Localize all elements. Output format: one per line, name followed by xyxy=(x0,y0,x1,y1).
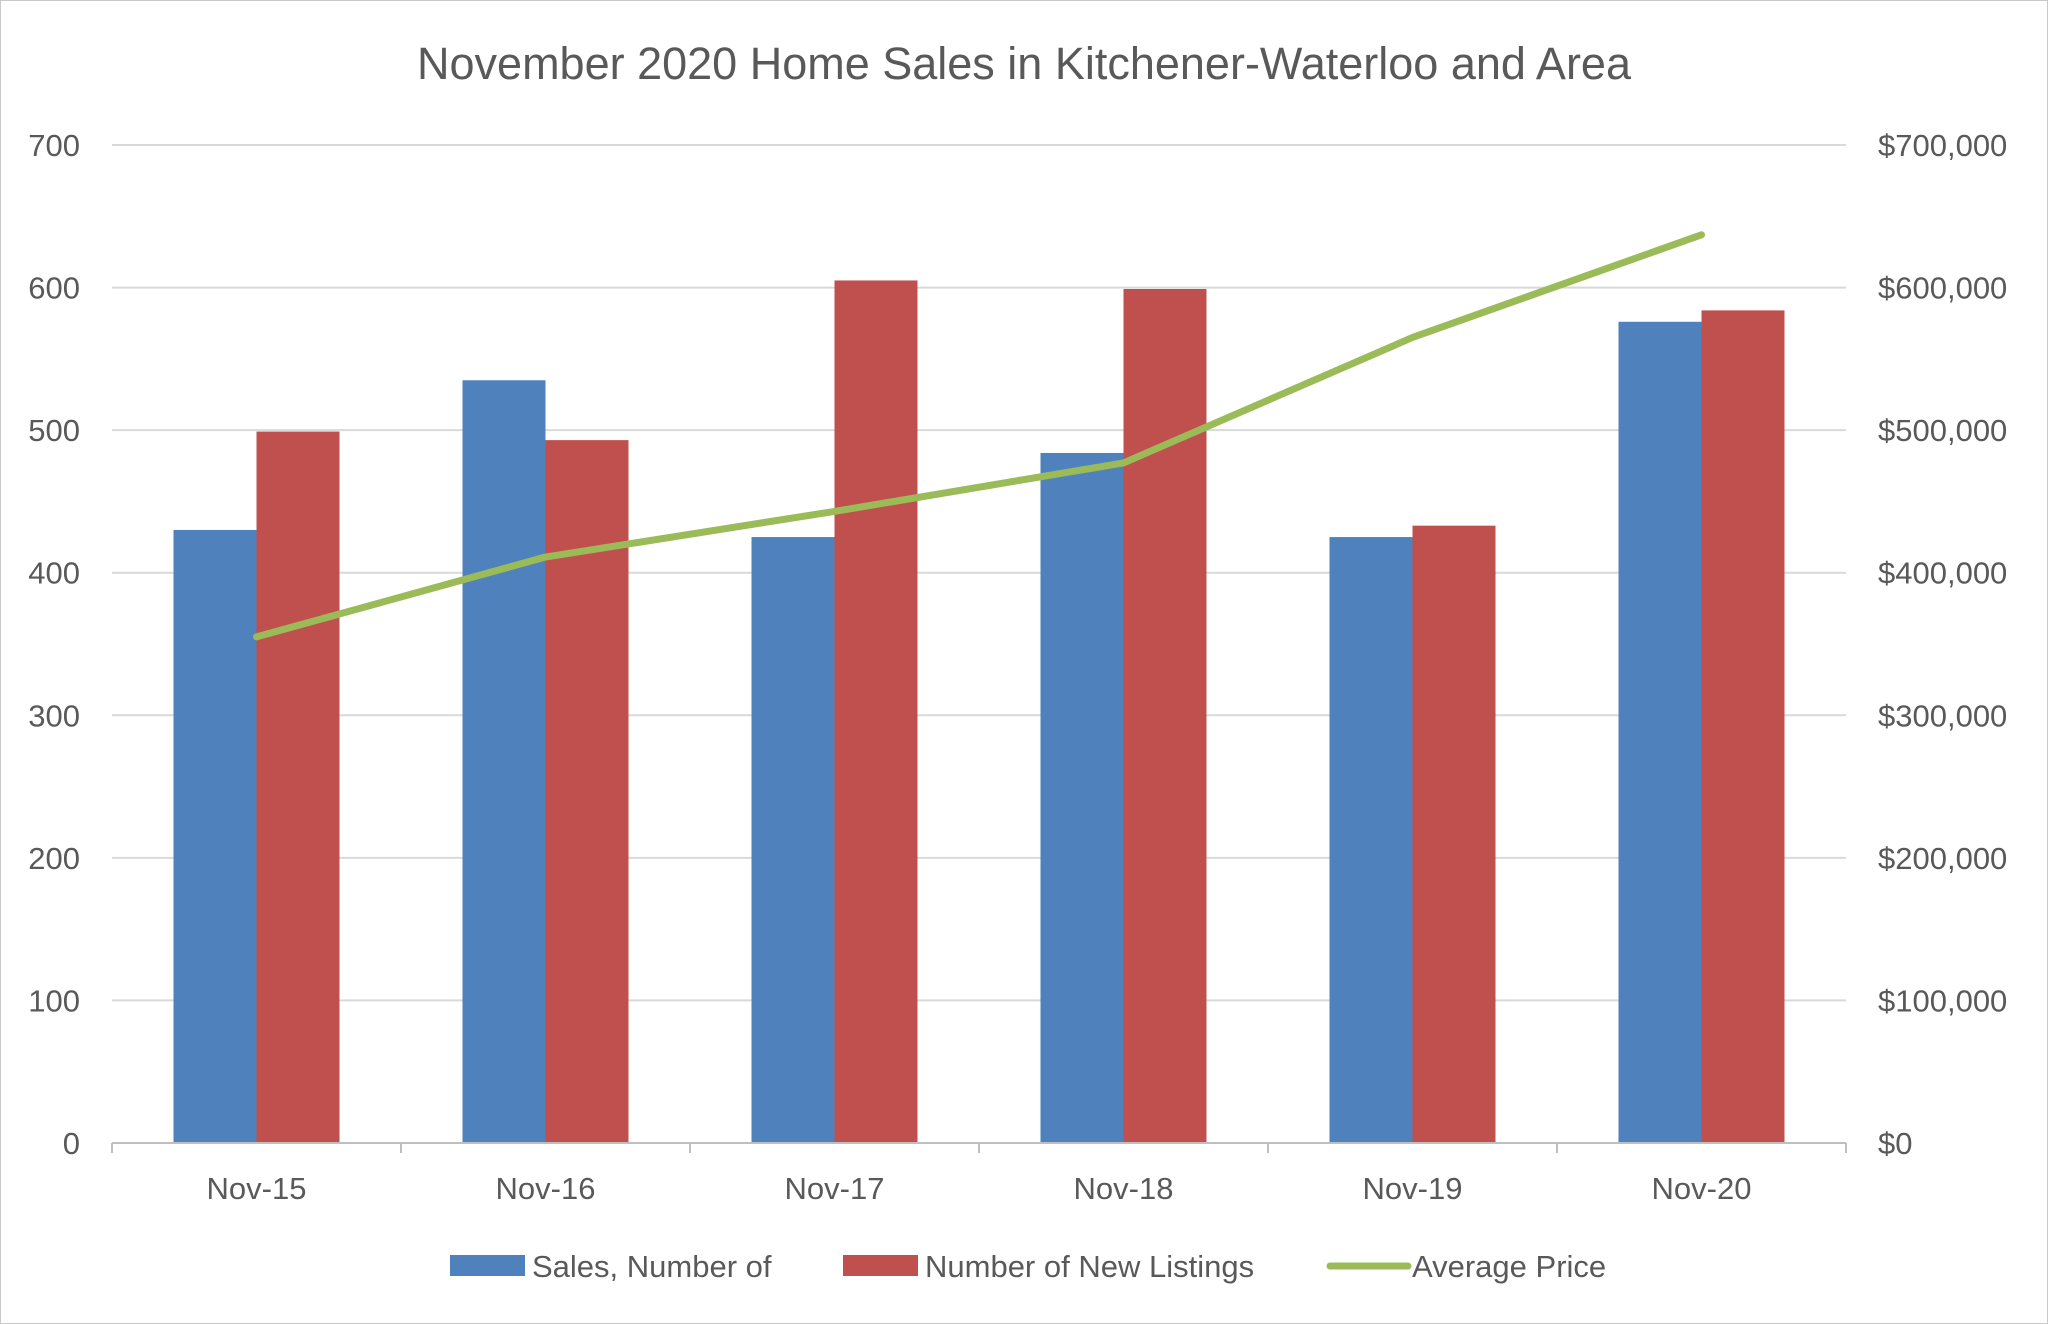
sales-bar xyxy=(1040,452,1124,1143)
y-left-tick-label: 400 xyxy=(28,556,80,591)
y-left-tick-label: 0 xyxy=(63,1126,80,1161)
bars xyxy=(173,280,1785,1144)
sales-bar xyxy=(462,380,546,1143)
x-tick-label: Nov-16 xyxy=(496,1171,596,1206)
y-right-tick-label: $500,000 xyxy=(1878,413,2007,448)
y-right-tick-label: $0 xyxy=(1878,1126,1912,1161)
chart-title: November 2020 Home Sales in Kitchener-Wa… xyxy=(417,38,1632,89)
y-left-tick-label: 300 xyxy=(28,698,80,733)
x-axis: Nov-15 Nov-16 Nov-17 Nov-18 Nov-19 Nov-20 xyxy=(111,1142,1847,1206)
price-line xyxy=(253,231,1705,641)
sales-bar xyxy=(1329,537,1413,1143)
x-tick-label: Nov-15 xyxy=(207,1171,307,1206)
y-left-tick-label: 200 xyxy=(28,841,80,876)
x-tick-label: Nov-17 xyxy=(785,1171,885,1206)
y-left-tick-label: 700 xyxy=(28,128,80,163)
y-axis-left: 0 100 200 300 400 500 600 700 xyxy=(28,128,80,1161)
average-price-line xyxy=(253,231,1705,641)
y-right-tick-label: $700,000 xyxy=(1878,128,2007,163)
new-listings-bar xyxy=(256,431,340,1143)
legend: Sales, Number of Number of New Listings Av… xyxy=(450,1249,1606,1284)
x-tick-label: Nov-20 xyxy=(1652,1171,1752,1206)
x-tick-label: Nov-18 xyxy=(1074,1171,1174,1206)
sales-bar xyxy=(173,529,257,1143)
legend-swatch-new-listings xyxy=(843,1255,918,1276)
y-left-tick-label: 500 xyxy=(28,413,80,448)
new-listings-bar xyxy=(1701,310,1785,1144)
new-listings-bar xyxy=(1412,525,1496,1143)
sales-bar xyxy=(1618,321,1702,1143)
legend-label: Average Price xyxy=(1412,1249,1606,1284)
y-axis-right: $0 $100,000 $200,000 $300,000 $400,000 $500,0… xyxy=(1878,128,2007,1161)
y-left-tick-label: 100 xyxy=(28,983,80,1018)
y-right-tick-label: $100,000 xyxy=(1878,983,2007,1018)
y-right-tick-label: $400,000 xyxy=(1878,556,2007,591)
x-tick-label: Nov-19 xyxy=(1363,1171,1463,1206)
sales-bar xyxy=(751,537,835,1143)
new-listings-bar xyxy=(1123,288,1207,1143)
legend-swatch-sales xyxy=(450,1255,525,1276)
y-left-tick-label: 600 xyxy=(28,271,80,306)
y-right-tick-label: $600,000 xyxy=(1878,271,2007,306)
y-right-tick-label: $200,000 xyxy=(1878,841,2007,876)
legend-label: Number of New Listings xyxy=(925,1249,1254,1284)
new-listings-bar xyxy=(834,280,918,1143)
legend-label: Sales, Number of xyxy=(532,1249,772,1284)
y-right-tick-label: $300,000 xyxy=(1878,698,2007,733)
